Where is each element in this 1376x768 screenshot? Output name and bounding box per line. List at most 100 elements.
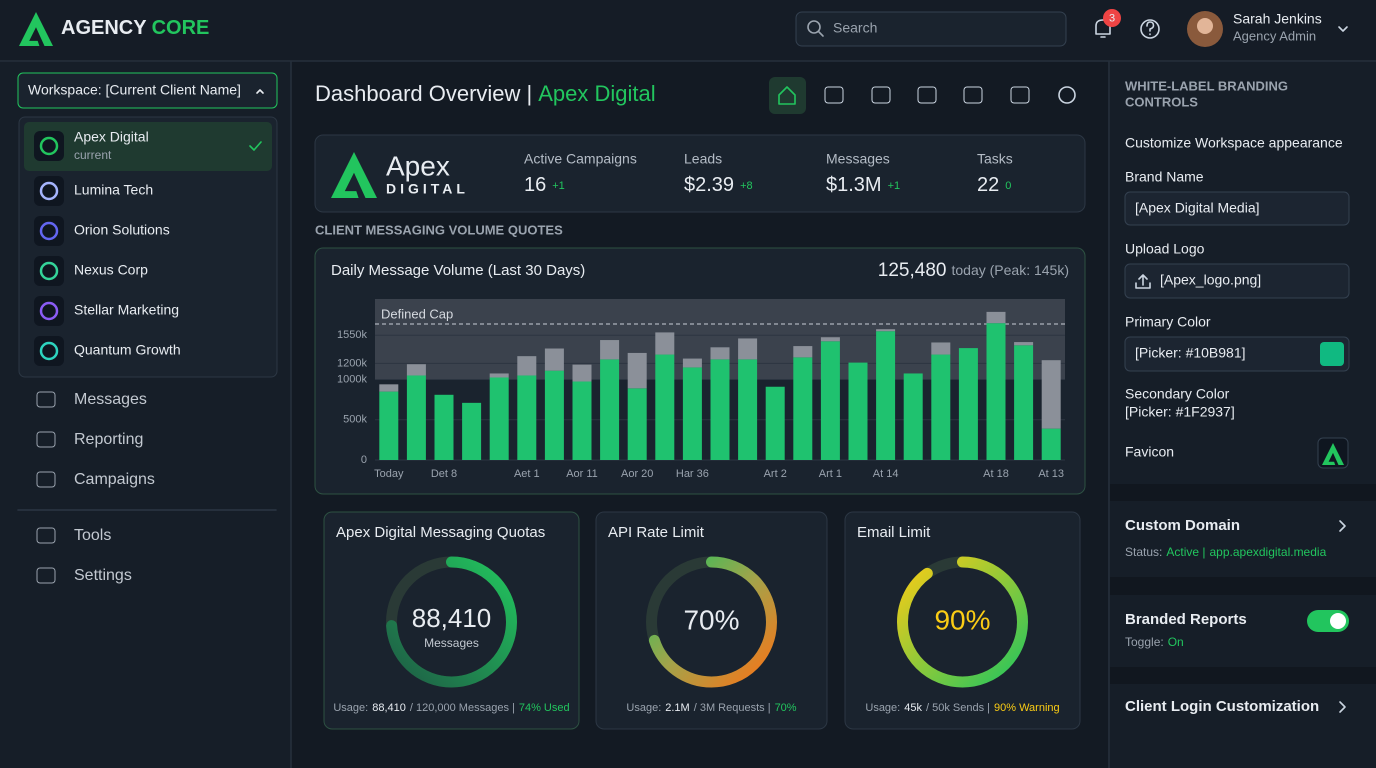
field-value: [Picker: #1F2937] [1125, 404, 1235, 420]
reports-toggle-status: Toggle: On [1125, 635, 1184, 649]
stat-value-part: 0 [1005, 180, 1011, 192]
client-icon-glyph [39, 221, 59, 241]
bar-segment [655, 354, 675, 460]
x-tick-label: At 18 [983, 468, 1009, 480]
client-icon [34, 216, 64, 246]
field-label: Upload Logo [1125, 241, 1205, 257]
primary-color-input[interactable] [1124, 336, 1350, 372]
search-icon-handle [818, 31, 824, 37]
brand-name-input[interactable] [1124, 191, 1350, 226]
panel-title: WHITE-LABEL BRANDING [1125, 78, 1288, 93]
stat-label: Tasks [977, 151, 1013, 167]
notification-count: 3 [1109, 12, 1115, 24]
reports-toggle-status-part: On [1168, 635, 1184, 649]
nav-icon [36, 567, 56, 584]
toolbar-icon[interactable] [1010, 86, 1030, 104]
bar-segment [1014, 342, 1034, 346]
gauge-usage: Usage: 45k / 50k Sends | 90% Warning [865, 702, 1059, 714]
nav-icon [36, 431, 56, 448]
stat-value-part: $2.39 [684, 174, 734, 196]
toolbar-icon[interactable] [824, 86, 844, 104]
user-role: Agency Admin [1233, 28, 1316, 43]
x-tick-label: Art 2 [764, 468, 787, 480]
client-name[interactable]: Apex Digital [74, 129, 149, 145]
section-heading: Branded Reports [1125, 611, 1247, 628]
field-value: [Apex Digital Media] [1135, 200, 1260, 216]
nav-icon [36, 391, 56, 408]
dashboard-title-part: Apex Digital [538, 81, 655, 106]
gauge-arc [897, 556, 1028, 688]
search-box[interactable] [795, 11, 1067, 47]
gauge-usage-part: 88,410 [372, 702, 406, 714]
bar-segment [738, 359, 758, 460]
toolbar-home-active[interactable] [769, 77, 806, 114]
gauge-usage-part: 70% [775, 702, 797, 714]
gauge-center-value: 88,410 [412, 603, 492, 633]
bar-segment [876, 331, 896, 460]
user-name: Sarah Jenkins [1233, 11, 1322, 27]
toolbar-icon[interactable] [963, 86, 983, 104]
field-label: Favicon [1125, 444, 1174, 460]
y-tick-label: 0 [361, 454, 367, 466]
client-icon [34, 131, 64, 161]
client-menu [18, 116, 278, 378]
bar-segment [600, 340, 620, 360]
toolbar-icon[interactable] [871, 86, 891, 104]
client-name[interactable]: Orion Solutions [74, 222, 170, 238]
gauge-center-sub: Messages [424, 636, 479, 650]
domain-status-part: app.apexdigital.media [1210, 545, 1327, 559]
client-icon-glyph [39, 301, 59, 321]
stat-value: $1.3M +1 [826, 174, 900, 196]
bar-segment [627, 352, 647, 389]
bar-segment [379, 391, 399, 460]
client-name[interactable]: Stellar Marketing [74, 302, 179, 318]
gauge-card [844, 511, 1081, 730]
header-bar [0, 0, 1376, 61]
toolbar-icon [1058, 86, 1076, 104]
client-name[interactable]: Quantum Growth [74, 342, 181, 358]
nav-item[interactable]: Reporting [74, 431, 143, 448]
client-icon [34, 336, 64, 366]
stat-value: 22 0 [977, 174, 1011, 196]
bar-segment [793, 357, 813, 460]
x-tick-label: Aor 11 [566, 468, 598, 480]
gauge-title: API Rate Limit [608, 524, 705, 541]
nav-item[interactable]: Messages [74, 391, 147, 408]
stat-value-part: +8 [740, 180, 753, 192]
section-heading[interactable]: Client Login Customization [1125, 698, 1319, 715]
bar-segment [848, 362, 868, 460]
gauge-usage-part: / 3M Requests | [694, 702, 771, 714]
y-tick-label: 1200k [337, 357, 367, 369]
bar-segment [958, 348, 978, 460]
nav-item[interactable]: Campaigns [74, 471, 155, 488]
workspace-selector[interactable] [17, 72, 278, 109]
bar-segment [489, 377, 509, 460]
logo-upload-input[interactable] [1124, 263, 1350, 299]
domain-status: Status: Active | app.apexdigital.media [1125, 545, 1327, 559]
client-icon-glyph [39, 181, 59, 201]
nav-item[interactable]: Tools [74, 527, 111, 544]
bar-segment [820, 341, 840, 460]
section-title: CLIENT MESSAGING VOLUME QUOTES [315, 222, 563, 237]
bar-segment [1014, 345, 1034, 460]
bar-segment [710, 359, 730, 460]
section-heading[interactable]: Custom Domain [1125, 517, 1240, 534]
client-icon [34, 256, 64, 286]
y-tick-label: 1000k [337, 373, 367, 385]
bar-segment [1041, 360, 1061, 429]
x-tick-label: Aet 1 [514, 468, 540, 480]
bar-segment [600, 359, 620, 460]
client-name[interactable]: Lumina Tech [74, 182, 153, 198]
toolbar-icon [778, 86, 796, 105]
panel-title: CONTROLS [1125, 94, 1198, 109]
workspace-chevron [256, 89, 264, 94]
client-icon [34, 296, 64, 326]
notification-badge [1103, 9, 1121, 27]
gauge-arc [646, 556, 777, 688]
gauge-usage-part: / 120,000 Messages | [410, 702, 515, 714]
nav-item[interactable]: Settings [74, 567, 132, 584]
x-tick-label: Art 1 [819, 468, 842, 480]
stats-card [314, 134, 1086, 213]
toolbar-icon[interactable] [917, 86, 937, 104]
client-name[interactable]: Nexus Corp [74, 262, 148, 278]
